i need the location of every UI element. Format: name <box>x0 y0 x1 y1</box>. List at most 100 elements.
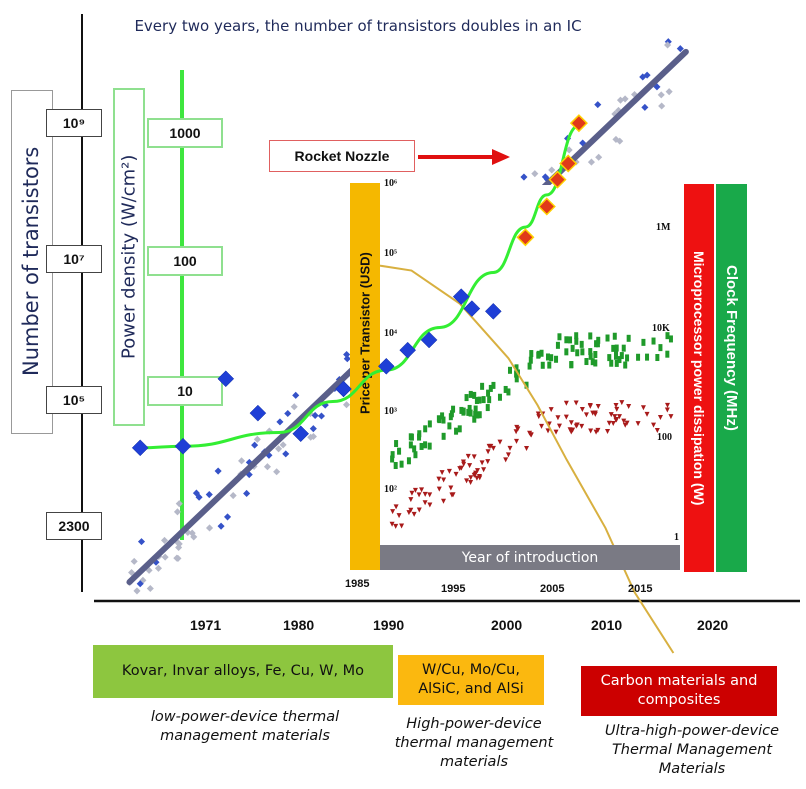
clock-frequency-point <box>625 354 630 362</box>
inset-scatter <box>389 332 674 529</box>
power-dissipation-point <box>524 445 530 451</box>
power-dissipation-point <box>485 449 491 455</box>
clock-frequency-point <box>488 384 493 392</box>
inset-tick-1e4: 10⁴ <box>384 328 397 339</box>
clock-frequency-point <box>545 353 550 361</box>
power-dissipation-point <box>664 407 670 413</box>
rocket-nozzle-arrowhead <box>492 149 510 165</box>
transistor-point <box>133 587 141 595</box>
power-dissipation-point <box>396 513 402 519</box>
power-dissipation-point <box>553 429 559 435</box>
power-density-points <box>131 114 588 457</box>
clock-frequency-point <box>417 433 422 441</box>
clock-frequency-point <box>668 335 673 343</box>
power-dissipation-point <box>427 492 433 498</box>
clock-frequency-point <box>579 340 584 348</box>
clock-frequency-point <box>569 361 574 369</box>
power-dissipation-point <box>612 414 618 420</box>
power-density-point <box>217 370 235 388</box>
power-dissipation-point <box>464 478 470 484</box>
clock-frequency-point <box>529 350 534 358</box>
inset-tick-1e3: 10³ <box>384 406 397 417</box>
clock-frequency-point <box>612 332 617 340</box>
clock-frequency-point <box>457 425 462 433</box>
clock-frequency-point <box>480 382 485 390</box>
clock-frequency-point <box>461 407 466 415</box>
clock-frequency-point <box>427 420 432 428</box>
clock-frequency-point <box>491 381 496 389</box>
material-high-power-caption: High-power-device thermal management mat… <box>394 716 554 770</box>
transistor-point <box>130 557 138 565</box>
x-tick-1980: 1980 <box>283 617 315 633</box>
power-dissipation-point <box>416 492 422 498</box>
clock-frequency-point <box>609 359 614 367</box>
power-dissipation-point <box>471 472 477 478</box>
power-dissipation-point <box>668 414 674 420</box>
transistor-point <box>136 580 144 588</box>
transistor-point <box>192 489 200 497</box>
clock-frequency-point <box>440 412 445 420</box>
clock-frequency-point <box>390 455 395 463</box>
clock-frequency-point <box>594 340 599 348</box>
power-density-point <box>420 331 438 349</box>
power-dissipation-point <box>513 429 519 435</box>
transistor-point <box>587 158 595 166</box>
power-dissipation-point <box>664 402 670 408</box>
clock-frequency-point <box>472 391 477 399</box>
power-dissipation-point <box>619 400 625 406</box>
power-dissipation-point <box>507 445 513 451</box>
transistor-point <box>174 554 182 562</box>
clock-frequency-point <box>590 358 595 366</box>
clock-frequency-point <box>514 364 519 372</box>
transistor-point <box>657 91 665 99</box>
clock-frequency-point <box>406 457 411 465</box>
power-density-point <box>548 170 567 189</box>
power-dissipation-point <box>468 475 474 481</box>
transistor-point <box>154 564 162 572</box>
clock-frequency-point <box>408 441 413 449</box>
power-dissipation-point <box>427 502 433 508</box>
power-dissipation-point <box>535 411 541 417</box>
clock-frequency-point <box>485 404 490 412</box>
clock-frequency-point <box>617 356 622 364</box>
clock-frequency-point <box>413 451 418 459</box>
transistor-point <box>229 492 237 500</box>
power-dissipation-point <box>528 432 534 438</box>
clock-frequency-point <box>614 344 619 352</box>
power-dissipation-point <box>453 471 459 477</box>
power-dissipation-point <box>390 509 396 515</box>
clock-frequency-point <box>473 405 478 413</box>
transistor-point <box>621 95 629 103</box>
power-dissipation-point <box>439 470 445 476</box>
transistor-point <box>160 536 169 544</box>
transistor-tick-1e5: 10⁵ <box>46 386 102 414</box>
power-dissipation-point <box>461 461 467 467</box>
power-dissipation-point <box>505 452 511 458</box>
clock-frequency-point <box>412 445 417 453</box>
clock-frequency-point <box>397 447 402 455</box>
power-density-point <box>484 302 502 320</box>
power-density-tick-10: 10 <box>147 376 223 406</box>
power-density-curve <box>140 124 580 450</box>
inset-tick-1: 1 <box>674 532 679 543</box>
power-dissipation-point <box>515 426 521 432</box>
power-dissipation-point <box>471 454 477 460</box>
clock-frequency-point <box>390 451 395 459</box>
clock-frequency-point <box>524 381 529 389</box>
transistor-point <box>275 445 283 453</box>
clock-frequency-point <box>557 333 562 341</box>
inset-tick-1M: 1M <box>656 222 671 233</box>
transistor-point <box>664 41 672 49</box>
clock-frequency-point <box>580 348 585 356</box>
power-density-point <box>292 425 310 443</box>
clock-frequency-point <box>588 348 593 356</box>
power-dissipation-point <box>608 412 614 418</box>
power-dissipation-point <box>436 476 442 482</box>
transistor-point <box>565 146 573 154</box>
clock-frequency-point <box>564 336 569 344</box>
clock-frequency-point <box>477 411 482 419</box>
transistor-point <box>531 170 539 178</box>
inset-tick-10K: 10K <box>652 323 670 334</box>
power-dissipation-point <box>635 421 641 427</box>
power-dissipation-point <box>481 467 487 473</box>
